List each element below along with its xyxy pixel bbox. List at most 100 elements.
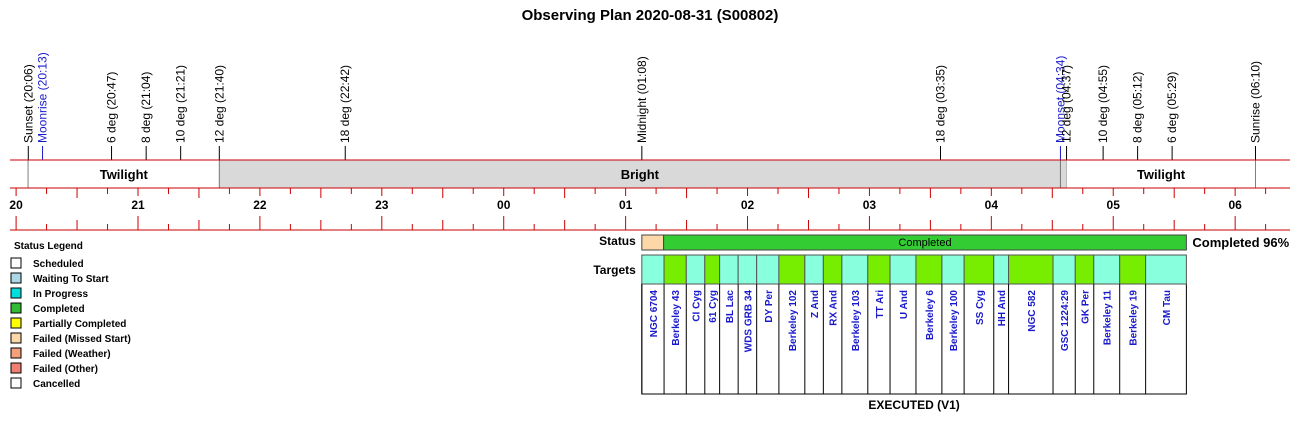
- target-block: [889, 254, 917, 285]
- target-name: Berkeley 100: [949, 290, 960, 352]
- hour-label: 01: [619, 198, 633, 212]
- event-label: 12 deg (21:40): [212, 65, 226, 143]
- target-block: [822, 254, 843, 285]
- legend-label: In Progress: [33, 289, 88, 300]
- target-name: HH And: [997, 290, 1008, 326]
- legend-label: Failed (Weather): [33, 349, 111, 360]
- target-block: [1074, 254, 1095, 285]
- hour-label: 23: [375, 198, 389, 212]
- phase-label: Twilight: [1137, 167, 1186, 182]
- status-summary: Completed 96%: [1192, 235, 1289, 250]
- status-segment: [663, 234, 1187, 251]
- legend-swatch: [10, 317, 22, 329]
- legend-swatch: [10, 272, 22, 284]
- event-label: 12 deg (04:37): [1060, 65, 1074, 143]
- legend-label: Failed (Missed Start): [33, 334, 131, 345]
- status-row: Status Completed Completed 96%: [599, 234, 1290, 251]
- event-label: 8 deg (05:12): [1131, 72, 1145, 143]
- target-name: CM Tau: [1162, 290, 1173, 325]
- target-block: [915, 254, 943, 285]
- target-block: [841, 254, 869, 285]
- event-label: 8 deg (21:04): [139, 72, 153, 143]
- event-label: 18 deg (22:42): [338, 65, 352, 143]
- phase-label: Bright: [621, 167, 660, 182]
- hour-label: 02: [741, 198, 755, 212]
- event-label: Midnight (01:08): [635, 56, 649, 143]
- target-block: [641, 254, 665, 285]
- phase-block: [1059, 159, 1068, 189]
- target-name: U And: [899, 290, 910, 319]
- event-label: 10 deg (21:21): [174, 65, 188, 143]
- target-block: [1119, 254, 1147, 285]
- legend-swatch: [10, 347, 22, 359]
- hour-label: 21: [131, 198, 145, 212]
- target-name: BL Lac: [725, 290, 736, 324]
- target-name: Berkeley 19: [1129, 290, 1140, 346]
- target-name: RX And: [829, 290, 840, 326]
- hour-label: 20: [9, 198, 23, 212]
- status-segment: [641, 234, 665, 251]
- target-block: [663, 254, 687, 285]
- target-block: [1145, 254, 1187, 285]
- event-label: 10 deg (04:55): [1096, 65, 1110, 143]
- targets-caption: EXECUTED (V1): [868, 398, 959, 412]
- legend-swatch: [10, 257, 22, 269]
- target-block: [778, 254, 806, 285]
- event-label: 18 deg (03:35): [933, 65, 947, 143]
- target-block: [867, 254, 891, 285]
- legend-label: Cancelled: [33, 379, 80, 390]
- legend-label: Scheduled: [33, 259, 84, 270]
- target-block: [804, 254, 824, 285]
- legend-label: Waiting To Start: [33, 274, 109, 285]
- target-name: Berkeley 102: [788, 290, 799, 352]
- plan-title: Observing Plan 2020-08-31 (S00802): [522, 7, 779, 24]
- status-row-label: Status: [599, 234, 636, 248]
- legend-swatch: [10, 302, 22, 314]
- target-block: [963, 254, 995, 285]
- target-name: SS Cyg: [975, 290, 986, 325]
- legend-label: Partially Completed: [33, 319, 126, 330]
- hour-label: 03: [863, 198, 877, 212]
- target-block: [719, 254, 739, 285]
- target-block: [704, 254, 721, 285]
- legend-label: Failed (Other): [33, 364, 98, 375]
- hour-label: 04: [985, 198, 999, 212]
- target-name: GSC 1224:29: [1060, 290, 1071, 352]
- target-name: NGC 582: [1027, 290, 1038, 332]
- hour-axis: 20 21 22 23 00 01 02 03 04 05 06: [9, 188, 1290, 231]
- event-label: Sunset (20:06): [21, 64, 35, 143]
- event-label: Moonrise (20:13): [36, 52, 50, 143]
- event-markers: Sunset (20:06) Moonrise (20:13) 6 deg (20:…: [21, 52, 1263, 188]
- target-name: TT Ari: [875, 290, 886, 319]
- event-label: 6 deg (20:47): [105, 72, 119, 143]
- event-label: Moonset (04:34): [1053, 56, 1067, 143]
- target-name: Berkeley 6: [925, 290, 936, 340]
- legend-swatch: [10, 362, 22, 374]
- target-name: Berkeley 11: [1103, 290, 1114, 345]
- hour-label: 22: [253, 198, 267, 212]
- target-block: [737, 254, 758, 285]
- target-name: 61 Cyg: [708, 290, 719, 323]
- legend-swatch: [10, 332, 22, 344]
- hour-label: 06: [1228, 198, 1242, 212]
- target-block: [941, 254, 965, 285]
- hour-label: 00: [497, 198, 511, 212]
- legend-swatch: [10, 287, 22, 299]
- target-block: [993, 254, 1010, 285]
- target-name: DY Per: [764, 290, 775, 323]
- target-name: GK Per: [1081, 290, 1092, 324]
- targets-row-label: Targets: [593, 263, 636, 277]
- target-name: CI Cyg: [692, 290, 703, 322]
- target-name: Z And: [810, 290, 821, 318]
- target-name: NGC 6704: [649, 290, 660, 338]
- phase-block: [1066, 160, 1256, 188]
- status-legend: Status Legend Scheduled Waiting To Start In…: [10, 241, 131, 390]
- legend-label: Completed: [33, 304, 85, 315]
- target-name: Berkeley 43: [671, 290, 682, 346]
- target-block: [756, 254, 780, 285]
- hour-label: 05: [1107, 198, 1121, 212]
- sky-phase-band: Twilight Bright Twilight: [10, 159, 1290, 189]
- phase-block: [28, 160, 220, 188]
- legend-title: Status Legend: [14, 241, 83, 252]
